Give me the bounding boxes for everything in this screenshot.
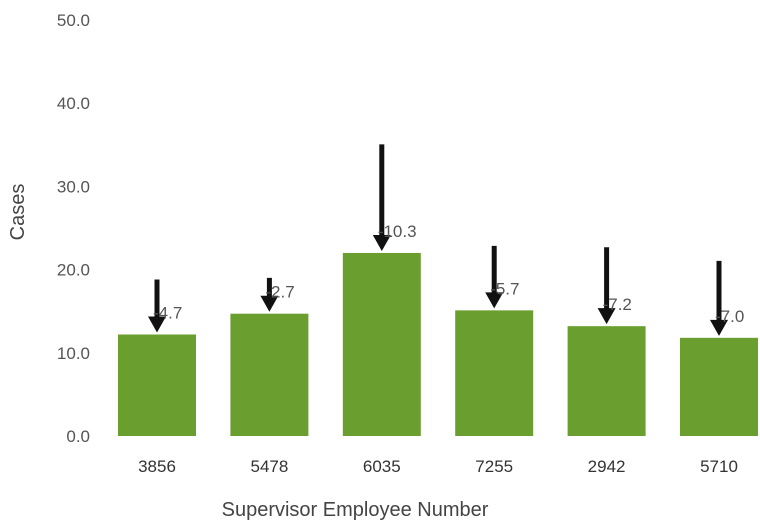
data-label: -2.7 — [265, 283, 294, 302]
bar — [342, 252, 421, 436]
data-labels: -4.7 -2.7 -10.3 -5.7 -7.2 -7.0 — [153, 222, 744, 326]
x-tick-label: 2942 — [588, 457, 626, 476]
y-axis-ticks: 0.0 10.0 20.0 30.0 40.0 50.0 — [57, 11, 90, 446]
bar — [567, 326, 646, 436]
data-label: -10.3 — [378, 222, 417, 241]
y-tick-label: 20.0 — [57, 261, 90, 280]
change-arrow — [485, 245, 504, 309]
data-label: -7.2 — [603, 295, 632, 314]
x-tick-label: 5710 — [700, 457, 738, 476]
y-tick-label: 30.0 — [57, 177, 90, 196]
y-tick-label: 50.0 — [57, 11, 90, 30]
data-label: -5.7 — [490, 279, 519, 298]
x-axis-title: Supervisor Employee Number — [222, 499, 489, 521]
y-tick-label: 0.0 — [66, 427, 90, 446]
bar — [455, 310, 534, 436]
y-tick-label: 10.0 — [57, 344, 90, 363]
bar — [118, 334, 196, 436]
x-tick-label: 5478 — [250, 457, 288, 476]
y-tick-label: 40.0 — [57, 94, 90, 113]
bar — [680, 337, 758, 436]
x-tick-label: 7255 — [475, 457, 513, 476]
change-arrow — [710, 260, 728, 336]
y-axis-title: Cases — [7, 184, 29, 241]
data-label: -7.0 — [715, 307, 744, 326]
x-axis-ticks: 3856 5478 6035 7255 2942 5710 — [138, 457, 738, 476]
change-arrow — [597, 247, 616, 325]
change-arrows — [148, 144, 728, 336]
bar — [230, 313, 309, 436]
change-arrow — [372, 144, 391, 251]
x-tick-label: 6035 — [363, 457, 401, 476]
change-arrow — [148, 279, 166, 333]
bars — [118, 252, 758, 436]
data-label: -4.7 — [153, 303, 182, 322]
change-arrow — [260, 277, 279, 312]
x-tick-label: 3856 — [138, 457, 176, 476]
